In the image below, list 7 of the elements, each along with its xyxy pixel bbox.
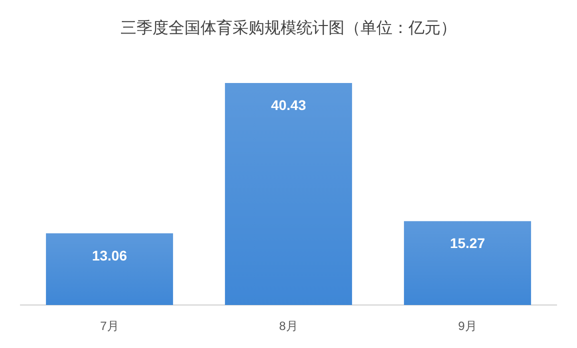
data-label: 13.06 [92, 247, 128, 264]
title: 三季度全国体育采购规模统计图（单位：亿元） [120, 20, 456, 37]
x-tick-label: 9月 [458, 319, 477, 333]
data-label: 40.43 [270, 97, 306, 113]
x-tick-label: 8月 [279, 319, 298, 333]
x-tick-label: 7月 [100, 319, 119, 333]
data-label: 15.27 [450, 235, 486, 252]
